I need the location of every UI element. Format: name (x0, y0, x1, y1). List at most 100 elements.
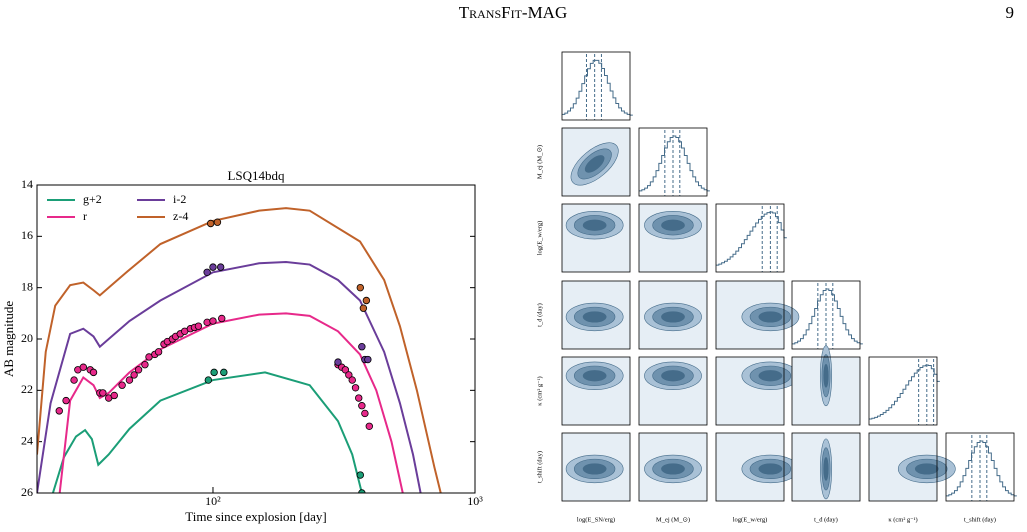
panel-frame (638, 432, 708, 502)
contour (758, 311, 783, 323)
marginal-histogram (716, 211, 787, 266)
y-axis-label: AB magnitude (1, 301, 16, 377)
contour (582, 219, 607, 231)
panel-frame (638, 127, 708, 197)
observation (206, 219, 215, 228)
y-tick-label: 14 (21, 177, 33, 191)
observation (209, 317, 217, 325)
corner-panel (561, 432, 631, 502)
corner-x-label: t_d (day) (814, 516, 838, 523)
observation (365, 422, 373, 430)
observation (55, 407, 63, 415)
model-curve (37, 260, 422, 493)
corner-y-label: t_d (day) (536, 303, 543, 327)
panel-frame (715, 356, 785, 426)
observation (154, 348, 163, 356)
observation (99, 389, 107, 397)
corner-panel (638, 203, 708, 273)
marginal-histogram (946, 440, 1017, 497)
observation (355, 394, 363, 402)
legend-label: r (83, 209, 87, 223)
marginal-histogram (562, 59, 633, 116)
contour (584, 155, 605, 173)
x-tick-label: 10² (205, 494, 221, 508)
observation (218, 314, 226, 323)
observation (220, 368, 228, 377)
observation (358, 402, 366, 410)
corner-panel (638, 356, 708, 426)
observation (358, 343, 366, 351)
observation (361, 409, 369, 418)
observation (204, 376, 213, 384)
corner-panel (715, 432, 800, 502)
y-tick-label: 18 (21, 279, 33, 293)
model-curve (37, 207, 442, 493)
observation (203, 268, 211, 276)
marginal-histogram (792, 288, 863, 345)
panel-frame (791, 432, 861, 502)
panel-frame (638, 356, 708, 426)
x-axis-label: Time since explosion [day] (185, 509, 326, 524)
contour (758, 463, 783, 475)
observation (70, 376, 78, 384)
corner-panel (561, 127, 631, 197)
corner-panel (638, 127, 710, 197)
panel-frame (561, 432, 631, 502)
panel-frame (715, 432, 785, 502)
observation (141, 360, 149, 369)
corner-panel (561, 51, 633, 121)
corner-panel (868, 432, 956, 502)
corner-panel (791, 280, 863, 350)
marginal-histogram (639, 135, 710, 192)
corner-x-label: M_ej (M_⊙) (656, 516, 690, 523)
y-tick-label: 22 (21, 382, 33, 396)
panel-frame (561, 127, 631, 197)
observation (341, 366, 350, 374)
corner-y-label: log(E_w/erg) (536, 221, 543, 256)
contour (661, 370, 685, 382)
corner-panel (638, 280, 708, 350)
panel-frame (868, 356, 938, 426)
observation (210, 368, 218, 377)
panel-frame (945, 432, 1015, 502)
y-tick-label: 26 (21, 485, 33, 499)
corner-x-label: t_shift (day) (964, 516, 996, 523)
contour (823, 457, 829, 481)
y-tick-label: 16 (21, 228, 33, 242)
panel-frame (561, 280, 631, 350)
corner-y-label: t_shift (day) (536, 451, 543, 483)
observation (351, 384, 360, 392)
observation (118, 381, 126, 389)
corner-panel (638, 432, 708, 502)
x-tick-label: 10³ (467, 494, 483, 508)
observation (334, 358, 342, 366)
corner-panel (715, 203, 787, 273)
corner-panel (791, 345, 861, 426)
observation (209, 263, 217, 271)
observation (348, 376, 356, 384)
contour (661, 463, 685, 475)
contour (914, 463, 939, 475)
corner-panel (561, 203, 631, 273)
marginal-histogram (869, 364, 940, 420)
corner-x-label: log(E_w/erg) (733, 516, 768, 523)
observation (358, 489, 366, 493)
panel-frame (638, 203, 708, 273)
observation (359, 304, 368, 312)
panel-frame (868, 432, 938, 502)
axes-frame (36, 184, 476, 494)
corner-x-label: log(E_SN/erg) (577, 516, 615, 523)
contour (582, 370, 607, 382)
contour (823, 363, 829, 388)
observation (89, 368, 98, 377)
observation (62, 396, 70, 405)
y-tick-label: 20 (21, 331, 33, 345)
panel-frame (715, 203, 785, 273)
contour (661, 219, 685, 231)
panel-frame (561, 203, 631, 273)
panel-frame (561, 356, 631, 426)
legend-label: i-2 (173, 192, 186, 206)
observation (194, 322, 203, 330)
model-curve (51, 371, 363, 493)
